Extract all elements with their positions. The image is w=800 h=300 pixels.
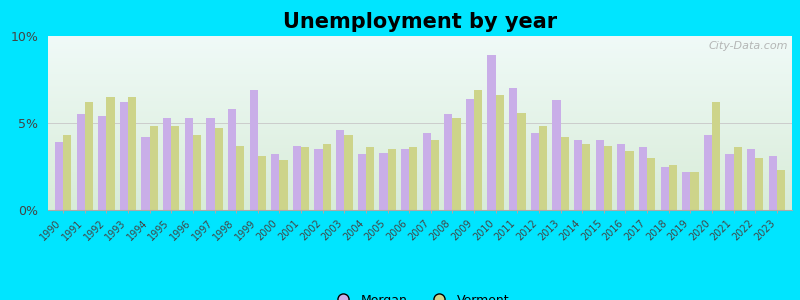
Bar [574, 140, 582, 210]
Bar [128, 97, 136, 210]
Bar [704, 135, 712, 210]
Bar [293, 146, 301, 210]
Bar [466, 99, 474, 210]
Bar [712, 102, 720, 210]
Bar [77, 114, 85, 210]
Bar [401, 149, 409, 210]
Bar [509, 88, 518, 210]
Bar [322, 144, 331, 210]
Bar [596, 140, 604, 210]
Bar [539, 127, 547, 210]
Bar [214, 128, 222, 210]
Bar [639, 147, 647, 210]
Bar [379, 153, 387, 210]
Bar [487, 55, 496, 210]
Bar [530, 134, 539, 210]
Bar [344, 135, 353, 210]
Bar [106, 97, 114, 210]
Bar [301, 147, 310, 210]
Bar [669, 165, 677, 210]
Bar [150, 127, 158, 210]
Bar [387, 149, 396, 210]
Bar [206, 118, 214, 210]
Bar [777, 170, 785, 210]
Text: City-Data.com: City-Data.com [709, 41, 788, 51]
Bar [142, 137, 150, 210]
Bar [55, 142, 63, 210]
Bar [755, 158, 763, 210]
Bar [618, 144, 626, 210]
Bar [98, 116, 106, 210]
Bar [120, 102, 128, 210]
Bar [561, 137, 569, 210]
Bar [258, 156, 266, 210]
Bar [552, 100, 561, 210]
Bar [85, 102, 93, 210]
Bar [185, 118, 193, 210]
Bar [63, 135, 71, 210]
Bar [271, 154, 279, 210]
Bar [453, 118, 461, 210]
Bar [250, 90, 258, 210]
Bar [444, 114, 453, 210]
Bar [236, 146, 244, 210]
Bar [193, 135, 201, 210]
Bar [336, 130, 344, 210]
Bar [604, 146, 612, 210]
Bar [171, 127, 179, 210]
Bar [314, 149, 322, 210]
Bar [626, 151, 634, 210]
Title: Unemployment by year: Unemployment by year [283, 12, 557, 32]
Bar [163, 118, 171, 210]
Bar [431, 140, 439, 210]
Bar [690, 172, 698, 210]
Bar [518, 112, 526, 210]
Bar [228, 109, 236, 210]
Bar [647, 158, 655, 210]
Bar [682, 172, 690, 210]
Bar [734, 147, 742, 210]
Bar [661, 167, 669, 210]
Bar [279, 160, 288, 210]
Legend: Morgan, Vermont: Morgan, Vermont [326, 289, 514, 300]
Bar [366, 147, 374, 210]
Bar [496, 95, 504, 210]
Bar [582, 144, 590, 210]
Bar [769, 156, 777, 210]
Bar [422, 134, 431, 210]
Bar [409, 147, 418, 210]
Bar [358, 154, 366, 210]
Bar [726, 154, 734, 210]
Bar [474, 90, 482, 210]
Bar [747, 149, 755, 210]
